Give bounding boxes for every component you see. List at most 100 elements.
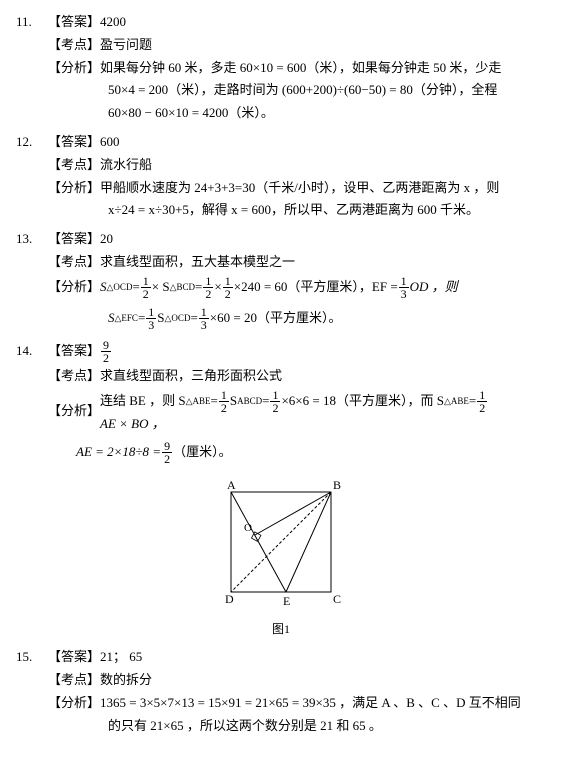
analysis-label: 【分析】 <box>48 401 100 422</box>
answer-label: 【答案】 <box>48 341 100 362</box>
fraction: 92 <box>162 440 172 465</box>
answer-row: 14. 【答案】 92 <box>16 339 546 364</box>
eq: = <box>262 391 269 412</box>
analysis-math-1: 连结 BE ，则 S△ABE = 12 SABCD = 12 ×6×6 = 18… <box>100 389 546 435</box>
topic-label: 【考点】 <box>48 155 100 176</box>
analysis-math-2: S△EFC = 13 S△OCD = 13 ×60 = 20（平方厘米）。 <box>108 306 546 331</box>
analysis-line-1: 如果每分钟 60 米，多走 60×10 = 600（米），如果每分钟走 50 米… <box>100 58 546 79</box>
analysis-label: 【分析】 <box>48 58 100 79</box>
figure-caption: 图1 <box>16 620 546 639</box>
analysis-math-1: S△OCD = 12 × S△BCD = 12 × 12 ×240 = 60（平… <box>100 275 546 300</box>
answer-text: 92 <box>100 339 546 364</box>
fraction: 12 <box>203 275 213 300</box>
answer-label: 【答案】 <box>48 229 100 250</box>
txt: AE = 2×18÷8 = <box>76 442 161 463</box>
sub: △OCD <box>165 311 191 325</box>
topic-label: 【考点】 <box>48 366 100 387</box>
figure-1: A B C D E O <box>16 477 546 614</box>
fraction: 12 <box>219 389 229 414</box>
analysis-line-2: 的只有 21×65 ，所以这两个数分别是 21 和 65 。 <box>108 716 382 737</box>
topic-text: 数的拆分 <box>100 670 546 691</box>
analysis-row: 【分析】 甲船顺水速度为 24+3+3=30（千米/小时），设甲、乙两港距离为 … <box>48 178 546 199</box>
sym: S <box>230 391 237 412</box>
answer-row: 11. 【答案】 4200 <box>16 12 546 33</box>
eq: = <box>211 391 218 412</box>
answer-text: 4200 <box>100 12 546 33</box>
txt: AE × BO ， <box>100 414 165 435</box>
sub: △EFC <box>115 311 138 325</box>
analysis-row: 【分析】 连结 BE ，则 S△ABE = 12 SABCD = 12 ×6×6… <box>48 389 546 435</box>
problem-number: 13. <box>16 229 48 250</box>
label-c: C <box>333 592 341 606</box>
problem-14: 14. 【答案】 92 【考点】 求直线型面积，三角形面积公式 【分析】 连结 … <box>16 339 546 640</box>
fraction: 92 <box>101 339 111 364</box>
problem-15: 15. 【答案】 21； 65 【考点】 数的拆分 【分析】 1365 = 3×… <box>16 647 546 736</box>
answer-row: 13. 【答案】 20 <box>16 229 546 250</box>
topic-text: 盈亏问题 <box>100 35 546 56</box>
analysis-label: 【分析】 <box>48 178 100 199</box>
analysis-cont: 60×80 − 60×10 = 4200（米）。 <box>108 103 546 124</box>
label-b: B <box>333 478 341 492</box>
txt: ×6×6 = 18（平方厘米），而 S <box>281 391 443 412</box>
analysis-line-3: 60×80 − 60×10 = 4200（米）。 <box>108 103 274 124</box>
topic-label: 【考点】 <box>48 670 100 691</box>
label-d: D <box>225 592 234 606</box>
txt: 连结 BE ，则 S <box>100 391 186 412</box>
label-a: A <box>227 478 236 492</box>
analysis-label: 【分析】 <box>48 277 100 298</box>
sub: △ABE <box>186 394 211 408</box>
sub: ABCD <box>237 394 262 408</box>
fraction: 13 <box>199 306 209 331</box>
answer-text: 21； 65 <box>100 647 546 668</box>
analysis-label: 【分析】 <box>48 693 100 714</box>
topic-label: 【考点】 <box>48 252 100 273</box>
topic-text: 流水行船 <box>100 155 546 176</box>
label-o: O <box>244 522 252 534</box>
problem-number: 15. <box>16 647 48 668</box>
sym: S <box>157 308 164 329</box>
fraction: 12 <box>270 389 280 414</box>
eq: = <box>469 391 476 412</box>
eq: = <box>132 277 139 298</box>
fraction: 12 <box>223 275 233 300</box>
sym: × <box>214 277 221 298</box>
topic-text: 求直线型面积，三角形面积公式 <box>100 366 546 387</box>
problem-number: 14. <box>16 341 48 362</box>
topic-label: 【考点】 <box>48 35 100 56</box>
label-e: E <box>283 594 290 607</box>
answer-text: 600 <box>100 132 546 153</box>
analysis-line-2: 50×4 = 200（米），走路时间为 (600+200)÷(60−50) = … <box>108 80 497 101</box>
analysis-row: 【分析】 S△OCD = 12 × S△BCD = 12 × 12 ×240 =… <box>48 275 546 300</box>
fraction: 13 <box>399 275 409 300</box>
problem-11: 11. 【答案】 4200 【考点】 盈亏问题 【分析】 如果每分钟 60 米，… <box>16 12 546 124</box>
answer-row: 12. 【答案】 600 <box>16 132 546 153</box>
problem-13: 13. 【答案】 20 【考点】 求直线型面积，五大基本模型之一 【分析】 S△… <box>16 229 546 331</box>
topic-row: 【考点】 盈亏问题 <box>48 35 546 56</box>
txt: OD ，则 <box>410 277 458 298</box>
txt: ×240 = 60（平方厘米），EF = <box>234 277 398 298</box>
txt: （厘米）。 <box>173 442 232 463</box>
analysis-line-1: 1365 = 3×5×7×13 = 15×91 = 21×65 = 39×35 … <box>100 693 546 714</box>
analysis-cont: 的只有 21×65 ，所以这两个数分别是 21 和 65 。 <box>108 716 546 737</box>
analysis-row: 【分析】 1365 = 3×5×7×13 = 15×91 = 21×65 = 3… <box>48 693 546 714</box>
answer-label: 【答案】 <box>48 647 100 668</box>
analysis-line-1: 甲船顺水速度为 24+3+3=30（千米/小时），设甲、乙两港距离为 x ，则 <box>100 178 546 199</box>
topic-row: 【考点】 流水行船 <box>48 155 546 176</box>
analysis-cont: x÷24 = x÷30+5，解得 x = 600，所以甲、乙两港距离为 600 … <box>108 200 546 221</box>
fraction: 12 <box>477 389 487 414</box>
analysis-cont: 50×4 = 200（米），走路时间为 (600+200)÷(60−50) = … <box>108 80 546 101</box>
fraction: 12 <box>141 275 151 300</box>
sym: × S <box>152 277 170 298</box>
answer-label: 【答案】 <box>48 12 100 33</box>
topic-row: 【考点】 数的拆分 <box>48 670 546 691</box>
problem-12: 12. 【答案】 600 【考点】 流水行船 【分析】 甲船顺水速度为 24+3… <box>16 132 546 221</box>
answer-text: 20 <box>100 229 546 250</box>
topic-row: 【考点】 求直线型面积，五大基本模型之一 <box>48 252 546 273</box>
problem-number: 12. <box>16 132 48 153</box>
analysis-line-2: x÷24 = x÷30+5，解得 x = 600，所以甲、乙两港距离为 600 … <box>108 200 479 221</box>
sub: △BCD <box>170 280 195 294</box>
sub: △ABE <box>444 394 469 408</box>
analysis-row: 【分析】 如果每分钟 60 米，多走 60×10 = 600（米），如果每分钟走… <box>48 58 546 79</box>
eq: = <box>190 308 197 329</box>
topic-row: 【考点】 求直线型面积，三角形面积公式 <box>48 366 546 387</box>
